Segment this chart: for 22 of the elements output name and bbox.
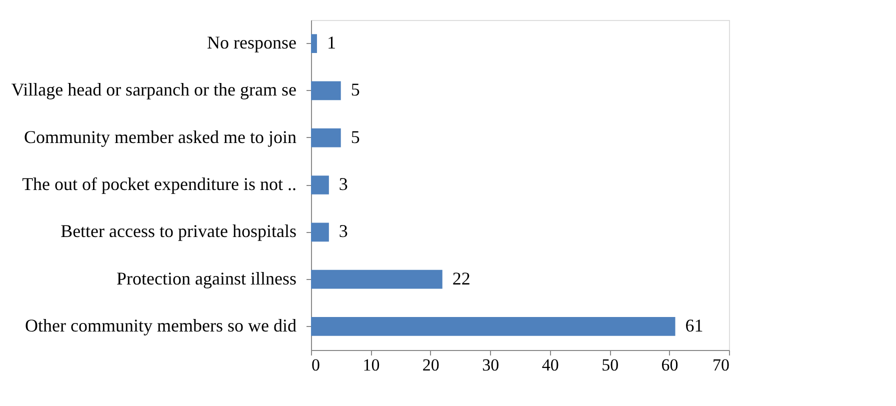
x-tick-label: 10 — [362, 356, 380, 374]
y-tick-label: Village head or sarpanch or the gram se — [11, 80, 296, 100]
y-tick-label: Better access to private hospitals — [60, 221, 296, 242]
data-label: 5 — [350, 80, 360, 100]
y-tick-label: Community member asked me to join — [24, 126, 296, 147]
data-label: 1 — [326, 32, 336, 53]
data-label: 22 — [452, 268, 470, 288]
x-tick-label: 30 — [482, 356, 500, 374]
x-tick-label: 0 — [312, 356, 320, 374]
data-label: 3 — [338, 221, 348, 242]
y-tick-label: Protection against illness — [116, 268, 296, 288]
x-tick-label: 60 — [661, 356, 678, 374]
y-tick-label: Other community members so we did — [25, 315, 296, 336]
x-tick-label: 20 — [422, 356, 440, 374]
x-tick-label: 70 — [712, 356, 730, 374]
x-tick-label: 40 — [542, 356, 559, 374]
y-tick-label: The out of pocket expenditure is not .. — [22, 174, 296, 194]
data-label: 3 — [338, 174, 348, 194]
x-tick-label: 50 — [602, 356, 619, 374]
y-tick-label: No response — [207, 32, 297, 53]
data-label: 5 — [350, 126, 360, 147]
data-label: 61 — [685, 315, 704, 336]
